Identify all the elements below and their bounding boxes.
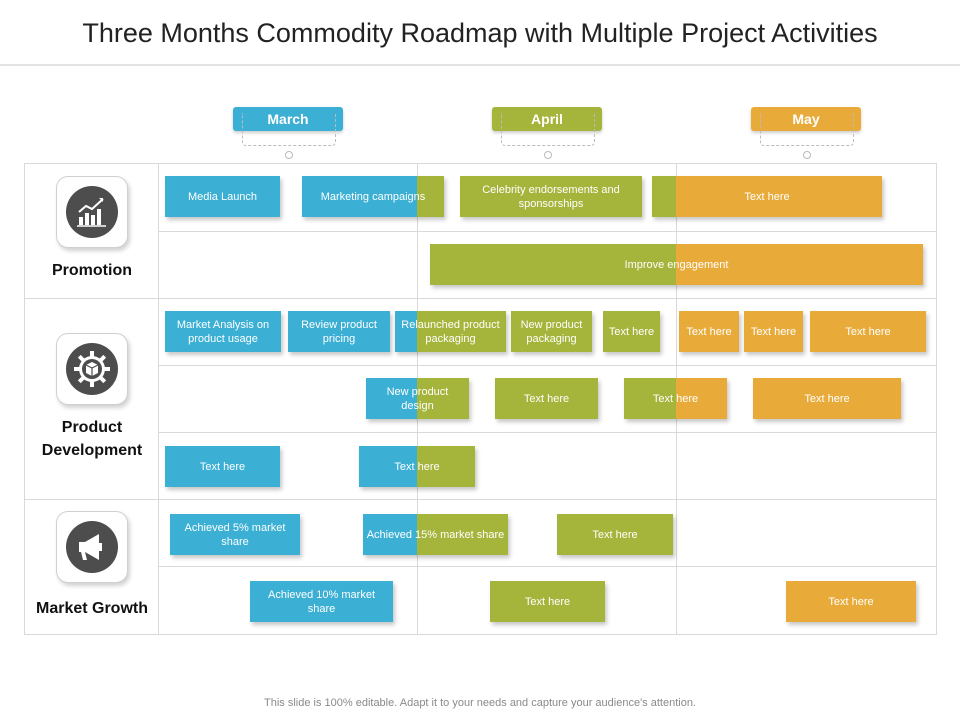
activity-bar: Text here	[624, 378, 727, 419]
activity-bar: Text here	[603, 311, 660, 352]
activity-label: Text here	[686, 325, 732, 338]
activity-label: New product packaging	[520, 318, 583, 345]
grid-row-line	[158, 432, 937, 433]
month-april-label: April	[531, 111, 563, 127]
activity-bar: Text here	[786, 581, 916, 622]
month-april-bracket	[501, 113, 595, 146]
activity-bar: Improve engagement	[430, 244, 923, 285]
activity-label: Review product pricing	[301, 318, 377, 345]
megaphone-icon	[66, 521, 118, 573]
gear-box-icon	[66, 343, 118, 395]
market-growth-icon-box	[56, 511, 128, 583]
activity-label: Achieved 5% market share	[184, 521, 286, 548]
activity-label: Text here	[523, 392, 570, 405]
month-may-bracket	[760, 113, 854, 146]
month-april-header: April	[492, 107, 602, 131]
activity-bar: Achieved 15% market share	[363, 514, 508, 555]
activity-label: Text here	[608, 325, 655, 338]
activity-bar: Media Launch	[165, 176, 280, 217]
activity-bar: New product design	[366, 378, 469, 419]
month-april-pin	[544, 151, 552, 159]
grid-left	[24, 163, 25, 635]
month-march-pin	[285, 151, 293, 159]
month-may-pin	[803, 151, 811, 159]
section-label-promotion: Promotion	[52, 262, 132, 279]
footer-note: This slide is 100% editable. Adapt it to…	[264, 697, 696, 709]
activity-label: Text here	[804, 392, 850, 405]
activity-label: Text here	[592, 528, 638, 541]
month-may-header: May	[751, 107, 861, 131]
activity-bar: Text here	[490, 581, 605, 622]
page-title: Three Months Commodity Roadmap with Mult…	[82, 18, 878, 48]
activity-label: Text here	[524, 595, 571, 608]
grid-right	[936, 163, 937, 635]
activity-label: Text here	[828, 595, 874, 608]
grid-bottom	[24, 634, 937, 635]
activity-bar: Text here	[810, 311, 926, 352]
activity-bar: Text here	[165, 446, 280, 487]
activity-label: Text here	[199, 460, 246, 473]
grid-row-line	[158, 231, 937, 232]
activity-bar: Relaunched product packaging	[395, 311, 506, 352]
section-label-market-growth: Market Growth	[35, 600, 148, 617]
chart-growth-icon	[66, 186, 118, 238]
activity-label: Relaunched product packaging	[401, 318, 500, 345]
activity-bar: Marketing campaigns	[302, 176, 444, 217]
activity-label: Media Launch	[187, 190, 258, 203]
activity-label: Improve engagement	[624, 258, 729, 271]
activity-label: Market Analysis on product usage	[176, 318, 270, 345]
activity-label: Text here	[652, 392, 699, 405]
activity-label: Achieved 15% market share	[366, 528, 505, 541]
product-development-icon-box	[56, 333, 128, 405]
activity-bar: Text here	[652, 176, 882, 217]
grid-row-line	[158, 365, 937, 366]
section-label-product-development: Product Development	[41, 419, 143, 459]
grid-top	[24, 163, 937, 164]
activity-bar: Review product pricing	[288, 311, 390, 352]
activity-label: Text here	[744, 190, 790, 203]
title-divider	[0, 64, 960, 66]
activity-bar: Text here	[495, 378, 598, 419]
activity-bar: Achieved 5% market share	[170, 514, 300, 555]
grid-section-divider-2	[24, 499, 937, 500]
month-march-label: March	[267, 111, 309, 127]
activity-label: Marketing campaigns	[320, 190, 426, 203]
activity-label: Text here	[845, 325, 891, 338]
activity-bar: Text here	[557, 514, 673, 555]
activity-bar: New product packaging	[511, 311, 592, 352]
activity-label: Achieved 10% market share	[268, 588, 375, 615]
activity-bar: Text here	[744, 311, 803, 352]
grid-section-divider-1	[24, 298, 937, 299]
promotion-icon-box	[56, 176, 128, 248]
activity-label: Text here	[750, 325, 797, 338]
grid-row-line	[158, 566, 937, 567]
month-march-header: March	[233, 107, 343, 131]
month-may-label: May	[792, 111, 820, 127]
activity-bar: Text here	[359, 446, 475, 487]
month-march-bracket	[242, 113, 336, 146]
grid-label-divider	[158, 163, 159, 635]
activity-bar: Market Analysis on product usage	[165, 311, 281, 352]
activity-label: Celebrity endorsements and sponsorships	[482, 183, 620, 210]
activity-bar: Celebrity endorsements and sponsorships	[460, 176, 642, 217]
activity-bar: Achieved 10% market share	[250, 581, 393, 622]
activity-label: Text here	[394, 460, 440, 473]
activity-bar: Text here	[679, 311, 739, 352]
activity-bar: Text here	[753, 378, 901, 419]
activity-label: New product design	[386, 385, 449, 412]
